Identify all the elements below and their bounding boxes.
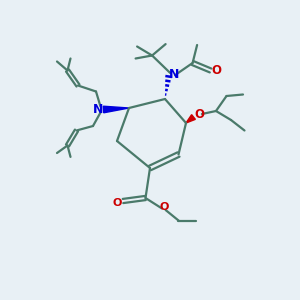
Text: O: O <box>113 197 122 208</box>
Polygon shape <box>186 115 195 123</box>
Text: N: N <box>169 68 179 82</box>
Text: O: O <box>159 202 169 212</box>
Polygon shape <box>103 106 129 113</box>
Text: O: O <box>194 107 205 121</box>
Text: N: N <box>93 103 103 116</box>
Text: O: O <box>211 64 221 77</box>
